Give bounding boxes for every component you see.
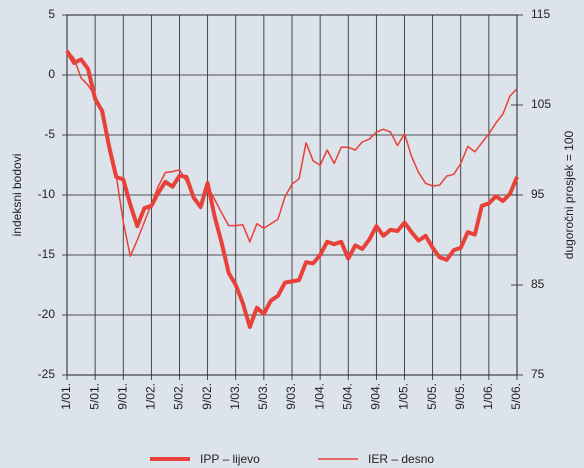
y-tick-label: -5 xyxy=(44,127,55,141)
y2-tick-label: 75 xyxy=(531,367,545,381)
y2-tick-label: 95 xyxy=(531,187,545,201)
legend-label: IER – desno xyxy=(368,452,434,466)
y-tick-label: 5 xyxy=(48,7,55,21)
x-tick-label: 9/04. xyxy=(369,383,383,410)
y-tick-label: -10 xyxy=(38,187,56,201)
y-tick-label: -15 xyxy=(38,247,56,261)
x-tick-label: 5/02. xyxy=(172,383,186,410)
x-tick-label: 5/03. xyxy=(256,383,270,410)
x-tick-label: 9/05. xyxy=(453,383,467,410)
x-tick-label: 5/01. xyxy=(87,383,101,410)
x-tick-label: 5/06. xyxy=(509,383,523,410)
x-tick-label: 9/03. xyxy=(284,383,298,410)
y2-tick-label: 105 xyxy=(531,97,551,111)
legend-label: IPP – lijevo xyxy=(200,452,260,466)
x-tick-label: 9/01. xyxy=(115,383,129,410)
y-tick-label: -20 xyxy=(38,307,56,321)
x-tick-label: 1/05. xyxy=(397,383,411,410)
y-tick-label: -25 xyxy=(38,367,56,381)
x-tick-label: 1/02. xyxy=(144,383,158,410)
y2-tick-label: 115 xyxy=(531,7,550,21)
x-tick-label: 1/06. xyxy=(481,383,495,410)
y2-tick-label: 85 xyxy=(531,277,545,291)
x-tick-label: 1/01. xyxy=(59,383,73,410)
x-tick-label: 5/05. xyxy=(425,383,439,410)
y-axis-label: indeksni bodovi xyxy=(10,154,24,237)
x-tick-label: 1/03. xyxy=(228,383,242,410)
series-line xyxy=(65,49,519,329)
x-tick-label: 9/02. xyxy=(200,383,214,410)
y2-axis-label: dugoročni prosjek = 100 xyxy=(562,130,576,259)
x-tick-label: 5/04. xyxy=(340,383,354,410)
x-tick-label: 1/04. xyxy=(312,383,326,410)
series-line xyxy=(66,49,518,257)
y-tick-label: 0 xyxy=(48,67,55,81)
